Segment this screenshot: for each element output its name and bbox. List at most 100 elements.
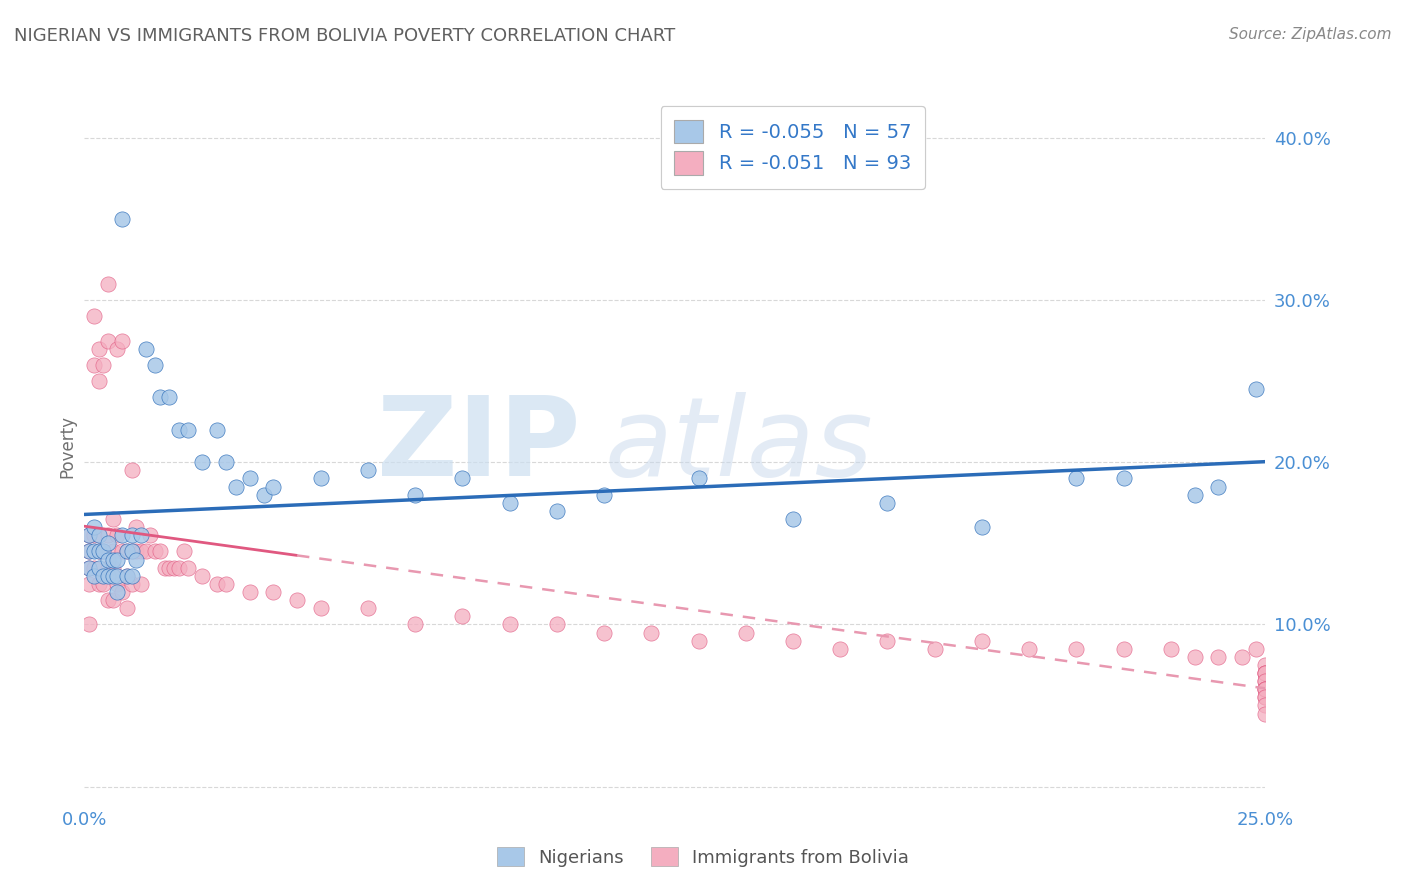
Point [129, 577, 152, 591]
Point [1254, 682, 1277, 697]
Point [87, 560, 110, 574]
Point [1254, 666, 1277, 681]
Point [1254, 706, 1277, 721]
Point [177, 423, 200, 437]
Point [87, 528, 110, 542]
Point [1206, 649, 1229, 664]
Point [77, 560, 100, 574]
Point [115, 601, 138, 615]
Point [167, 560, 190, 574]
Point [157, 560, 180, 574]
Point [163, 560, 186, 574]
Point [83, 310, 105, 324]
Point [97, 536, 120, 550]
Point [77, 528, 100, 542]
Point [688, 471, 710, 485]
Point [546, 504, 568, 518]
Point [285, 593, 308, 607]
Point [157, 390, 180, 404]
Point [97, 334, 120, 348]
Point [1254, 666, 1277, 681]
Point [782, 633, 804, 648]
Point [1066, 471, 1088, 485]
Point [1254, 657, 1277, 672]
Point [404, 488, 426, 502]
Point [1254, 666, 1277, 681]
Point [107, 568, 129, 582]
Point [101, 512, 124, 526]
Text: ZIP: ZIP [377, 392, 581, 500]
Point [111, 528, 134, 542]
Point [77, 617, 100, 632]
Point [83, 528, 105, 542]
Point [97, 552, 120, 566]
Point [924, 641, 946, 656]
Point [115, 544, 138, 558]
Point [129, 528, 152, 542]
Point [149, 544, 172, 558]
Point [91, 544, 114, 558]
Point [1254, 674, 1277, 689]
Point [139, 528, 162, 542]
Point [125, 544, 148, 558]
Point [91, 358, 114, 372]
Point [149, 390, 172, 404]
Point [309, 601, 332, 615]
Point [83, 358, 105, 372]
Point [1184, 649, 1206, 664]
Point [1112, 641, 1135, 656]
Point [111, 334, 134, 348]
Point [262, 479, 284, 493]
Y-axis label: Poverty: Poverty [58, 415, 76, 477]
Point [1254, 674, 1277, 689]
Point [1112, 471, 1135, 485]
Point [121, 544, 143, 558]
Point [107, 552, 129, 566]
Point [253, 488, 276, 502]
Point [205, 423, 228, 437]
Point [143, 358, 166, 372]
Point [101, 544, 124, 558]
Point [1254, 690, 1277, 705]
Point [215, 455, 238, 469]
Point [77, 560, 100, 574]
Point [143, 544, 166, 558]
Point [451, 471, 474, 485]
Point [135, 342, 157, 356]
Point [91, 568, 114, 582]
Point [593, 488, 616, 502]
Point [191, 568, 214, 582]
Point [640, 625, 662, 640]
Point [115, 568, 138, 582]
Point [101, 560, 124, 574]
Point [111, 544, 134, 558]
Point [153, 560, 176, 574]
Point [1254, 682, 1277, 697]
Point [83, 568, 105, 582]
Point [121, 544, 143, 558]
Point [77, 528, 100, 542]
Point [107, 585, 129, 599]
Point [173, 544, 195, 558]
Point [77, 577, 100, 591]
Point [87, 544, 110, 558]
Point [876, 496, 898, 510]
Point [77, 544, 100, 558]
Point [101, 593, 124, 607]
Point [876, 633, 898, 648]
Point [87, 577, 110, 591]
Point [1206, 479, 1229, 493]
Text: NIGERIAN VS IMMIGRANTS FROM BOLIVIA POVERTY CORRELATION CHART: NIGERIAN VS IMMIGRANTS FROM BOLIVIA POVE… [14, 27, 675, 45]
Point [97, 277, 120, 291]
Point [225, 479, 247, 493]
Point [546, 617, 568, 632]
Point [1244, 382, 1267, 396]
Point [111, 585, 134, 599]
Point [125, 552, 148, 566]
Point [97, 593, 120, 607]
Point [115, 568, 138, 582]
Text: atlas: atlas [605, 392, 873, 500]
Point [451, 609, 474, 624]
Legend: Nigerians, Immigrants from Bolivia: Nigerians, Immigrants from Bolivia [489, 840, 917, 874]
Point [97, 528, 120, 542]
